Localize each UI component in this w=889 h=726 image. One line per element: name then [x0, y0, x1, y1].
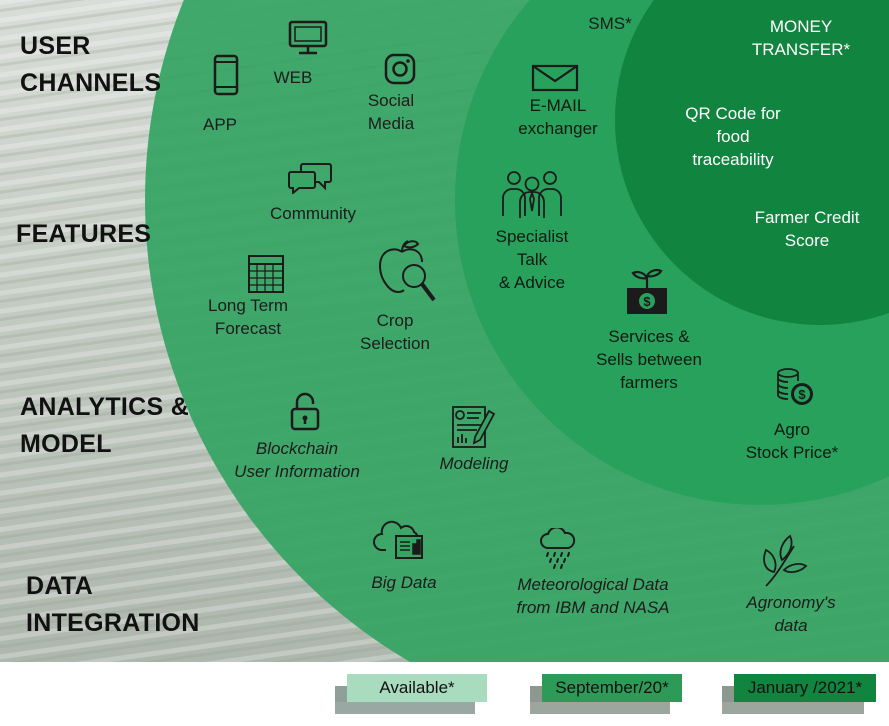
label-big-data: Big Data — [371, 573, 437, 592]
apple-magnifier-icon — [378, 240, 436, 302]
cloud-database-icon — [373, 520, 423, 559]
section-data-integration: DATA INTEGRATION — [26, 572, 200, 637]
legend-item-january: January /2021* — [722, 674, 876, 714]
label-modeling: Modeling — [439, 454, 509, 473]
monitor-icon — [288, 20, 328, 55]
svg-text:$: $ — [643, 294, 651, 309]
label-blockchain: Blockchain User Information — [234, 439, 360, 481]
instagram-icon — [384, 53, 416, 85]
label-qr-code: QR Code for food traceability — [685, 104, 781, 169]
section-user-channels: USER CHANNELS — [20, 32, 162, 97]
label-farmer-credit: Farmer Credit Score — [754, 208, 860, 250]
section-analytics-model: ANALYTICS & MODEL — [20, 393, 190, 458]
legend-swatch-january: January /2021* — [734, 674, 876, 702]
svg-text:$: $ — [798, 387, 806, 402]
section-features: FEATURES — [16, 220, 152, 248]
label-services: Services & Sells between farmers — [596, 327, 702, 392]
rain-cloud-icon — [540, 528, 576, 569]
report-document-icon — [452, 406, 496, 448]
legend-swatch-available: Available* — [347, 674, 487, 702]
label-money-transfer: MONEY TRANSFER* — [751, 17, 851, 59]
label-community: Community — [270, 204, 356, 223]
label-long-term-forecast: Long Term Forecast — [207, 296, 289, 338]
team-people-icon — [502, 171, 562, 218]
envelope-icon — [531, 64, 579, 92]
label-crop-selection: Crop Selection — [360, 311, 430, 353]
diagram-canvas: USER CHANNELS FEATURES ANALYTICS & MODEL D… — [0, 0, 889, 662]
legend-swatch-september: September/20* — [542, 674, 682, 702]
label-sms: SMS* — [588, 14, 632, 33]
padlock-icon — [290, 392, 320, 431]
leaf-sprig-icon — [763, 534, 808, 587]
label-meteorological: Meteorological Data from IBM and NASA — [516, 575, 670, 617]
label-email: E-MAIL exchanger — [518, 96, 598, 138]
plant-money-icon: $ — [627, 268, 667, 314]
label-agro-stock: Agro Stock Price* — [745, 420, 839, 462]
coin-stack-icon: $ — [777, 368, 813, 405]
label-social-media: Social Media — [367, 91, 415, 133]
label-app: APP — [202, 115, 238, 134]
label-web: WEB — [273, 68, 313, 87]
label-specialist: Specialist Talk & Advice — [495, 227, 569, 292]
calendar-icon — [248, 255, 284, 293]
inner-circle — [615, 0, 889, 325]
label-agronomy: Agronomy's data — [746, 593, 836, 635]
smartphone-icon — [213, 54, 239, 96]
legend-item-september: September/20* — [530, 674, 682, 714]
legend-item-available: Available* — [335, 674, 487, 714]
chat-bubbles-icon — [288, 163, 332, 194]
legend: Available* September/20* January /2021* — [0, 662, 889, 726]
